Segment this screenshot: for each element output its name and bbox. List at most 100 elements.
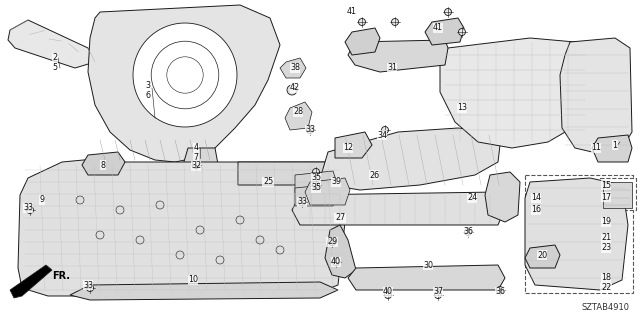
Text: 9: 9 [40,196,45,204]
Text: 41: 41 [347,7,357,17]
Polygon shape [322,128,500,190]
Text: SZTAB4910: SZTAB4910 [582,303,630,312]
Text: 19: 19 [601,218,611,227]
Text: 37: 37 [433,287,443,297]
Polygon shape [82,152,125,175]
Text: 42: 42 [290,84,300,92]
Polygon shape [335,132,372,158]
Text: 14: 14 [531,194,541,203]
Text: 28: 28 [293,108,303,116]
Text: 1: 1 [612,140,618,149]
Polygon shape [295,184,337,206]
Circle shape [435,292,442,299]
Text: 13: 13 [457,103,467,113]
Polygon shape [8,20,95,68]
Text: 15: 15 [601,180,611,189]
Bar [525,175,633,293]
Circle shape [298,198,305,205]
Text: 30: 30 [423,260,433,269]
Text: 22: 22 [601,284,611,292]
Text: 2: 2 [52,53,58,62]
Text: 40: 40 [383,287,393,297]
Text: 33: 33 [305,125,315,134]
Text: 32: 32 [191,162,201,171]
Text: 16: 16 [531,205,541,214]
Polygon shape [183,148,220,182]
Polygon shape [560,38,632,155]
Circle shape [497,286,504,293]
Polygon shape [285,102,312,130]
Polygon shape [525,178,628,290]
Polygon shape [345,28,380,55]
Circle shape [193,162,200,169]
Polygon shape [305,178,350,205]
Polygon shape [292,192,505,225]
Text: 24: 24 [467,194,477,203]
Circle shape [381,126,388,133]
Text: 39: 39 [331,178,341,187]
Text: 41: 41 [433,23,443,33]
Circle shape [287,85,297,95]
Text: 29: 29 [327,237,337,246]
Text: 35: 35 [311,183,321,193]
Text: 33: 33 [83,281,93,290]
Text: 23: 23 [601,244,611,252]
Circle shape [26,206,33,213]
Text: 8: 8 [100,161,106,170]
Polygon shape [238,162,342,185]
Polygon shape [348,265,505,290]
Polygon shape [280,58,306,78]
Text: 7: 7 [193,154,198,163]
Polygon shape [485,172,520,222]
Polygon shape [440,38,590,148]
Text: 31: 31 [387,63,397,73]
Text: 25: 25 [263,178,273,187]
Text: 5: 5 [52,63,58,73]
Circle shape [445,9,451,15]
Polygon shape [295,171,337,193]
Circle shape [333,259,339,266]
Text: 3: 3 [145,81,150,90]
Bar [600,178,636,210]
Polygon shape [325,225,356,278]
Text: 35: 35 [311,173,321,182]
Polygon shape [70,282,338,300]
Text: 38: 38 [290,63,300,73]
Text: 33: 33 [297,197,307,206]
Text: 6: 6 [145,91,150,100]
Text: 26: 26 [369,171,379,180]
Text: FR.: FR. [52,271,70,281]
Text: 33: 33 [23,204,33,212]
Text: 10: 10 [188,276,198,284]
Text: 17: 17 [601,193,611,202]
Circle shape [465,228,472,236]
Polygon shape [18,158,348,296]
Text: 36: 36 [463,228,473,236]
Polygon shape [603,182,632,208]
Text: 36: 36 [495,287,505,297]
Polygon shape [133,23,237,127]
Text: 20: 20 [537,251,547,260]
Text: 34: 34 [377,131,387,140]
Text: 11: 11 [591,143,601,153]
Text: 12: 12 [343,143,353,153]
Text: 4: 4 [193,143,198,153]
Circle shape [86,284,93,292]
Polygon shape [425,18,464,45]
Circle shape [358,19,365,26]
Circle shape [312,181,319,188]
Polygon shape [525,245,560,268]
Text: 21: 21 [601,234,611,243]
Polygon shape [348,40,448,72]
Circle shape [385,292,392,299]
Circle shape [458,28,465,36]
Circle shape [328,238,335,245]
Circle shape [307,126,314,133]
Polygon shape [88,5,280,162]
Circle shape [392,19,399,26]
Text: 27: 27 [335,213,345,222]
Circle shape [312,169,319,175]
Text: 40: 40 [331,258,341,267]
Polygon shape [10,265,52,298]
Text: 18: 18 [601,274,611,283]
